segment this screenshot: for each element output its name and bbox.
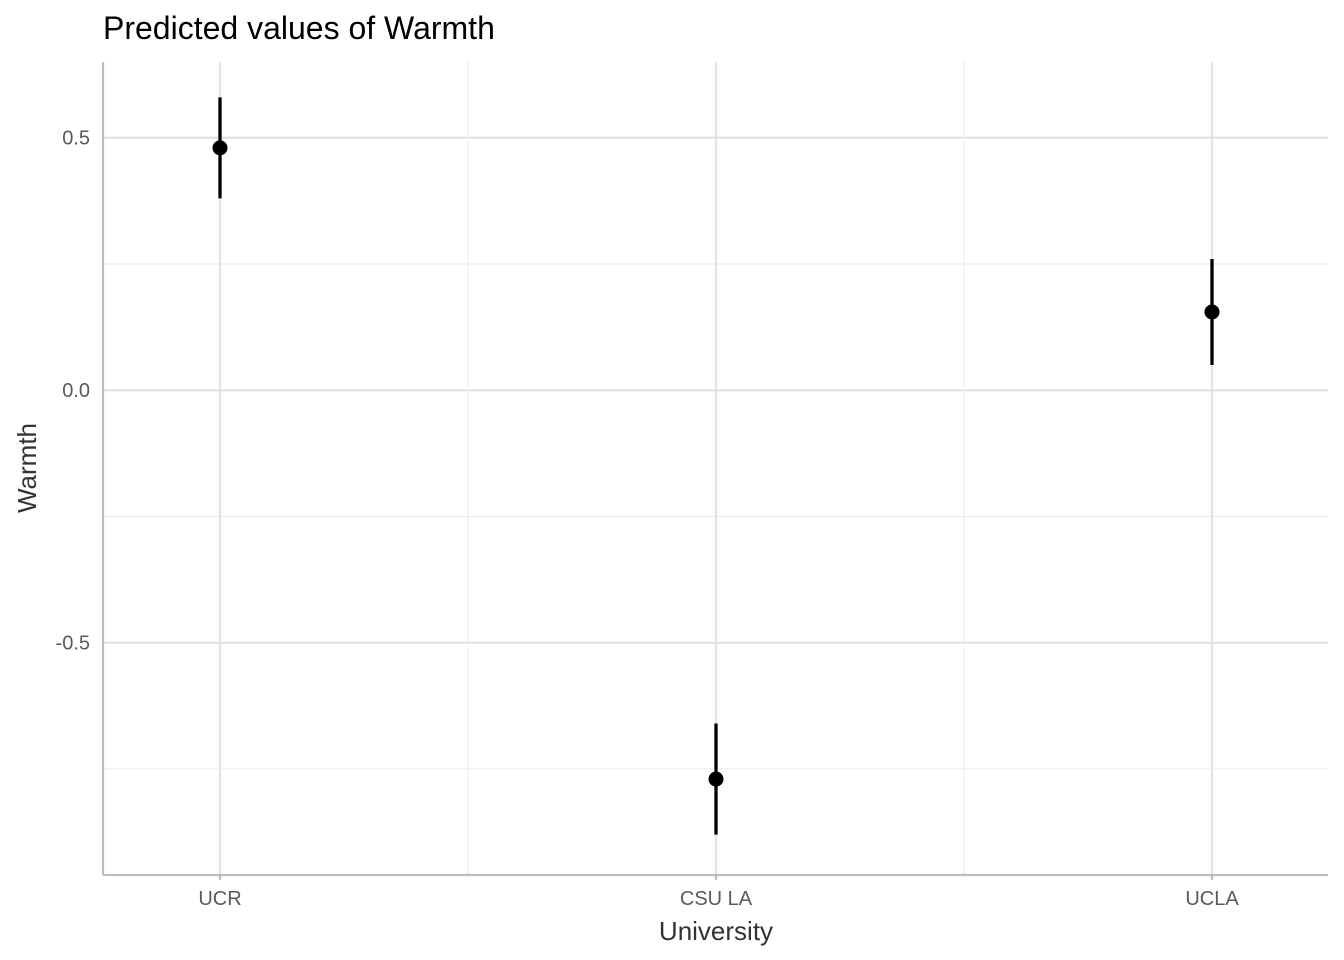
- x-tick-label: UCR: [198, 888, 241, 910]
- axes: [101, 62, 1328, 880]
- data-marks: [212, 97, 1220, 835]
- x-axis-label: University: [659, 916, 773, 946]
- y-tick-label: 0.0: [62, 380, 90, 402]
- tick-labels: -0.5 0.0 0.5 UCR CSU LA UCLA: [56, 128, 1240, 910]
- data-point: [212, 140, 228, 156]
- x-tick-label: UCLA: [1185, 888, 1239, 910]
- chart-title: Predicted values of Warmth: [103, 10, 495, 46]
- y-tick-label: 0.5: [62, 128, 90, 150]
- data-point: [1204, 304, 1220, 320]
- x-tick-label: CSU LA: [680, 888, 753, 910]
- y-tick-label: -0.5: [56, 633, 90, 655]
- y-axis-label: Warmth: [12, 423, 42, 513]
- data-point: [708, 771, 724, 787]
